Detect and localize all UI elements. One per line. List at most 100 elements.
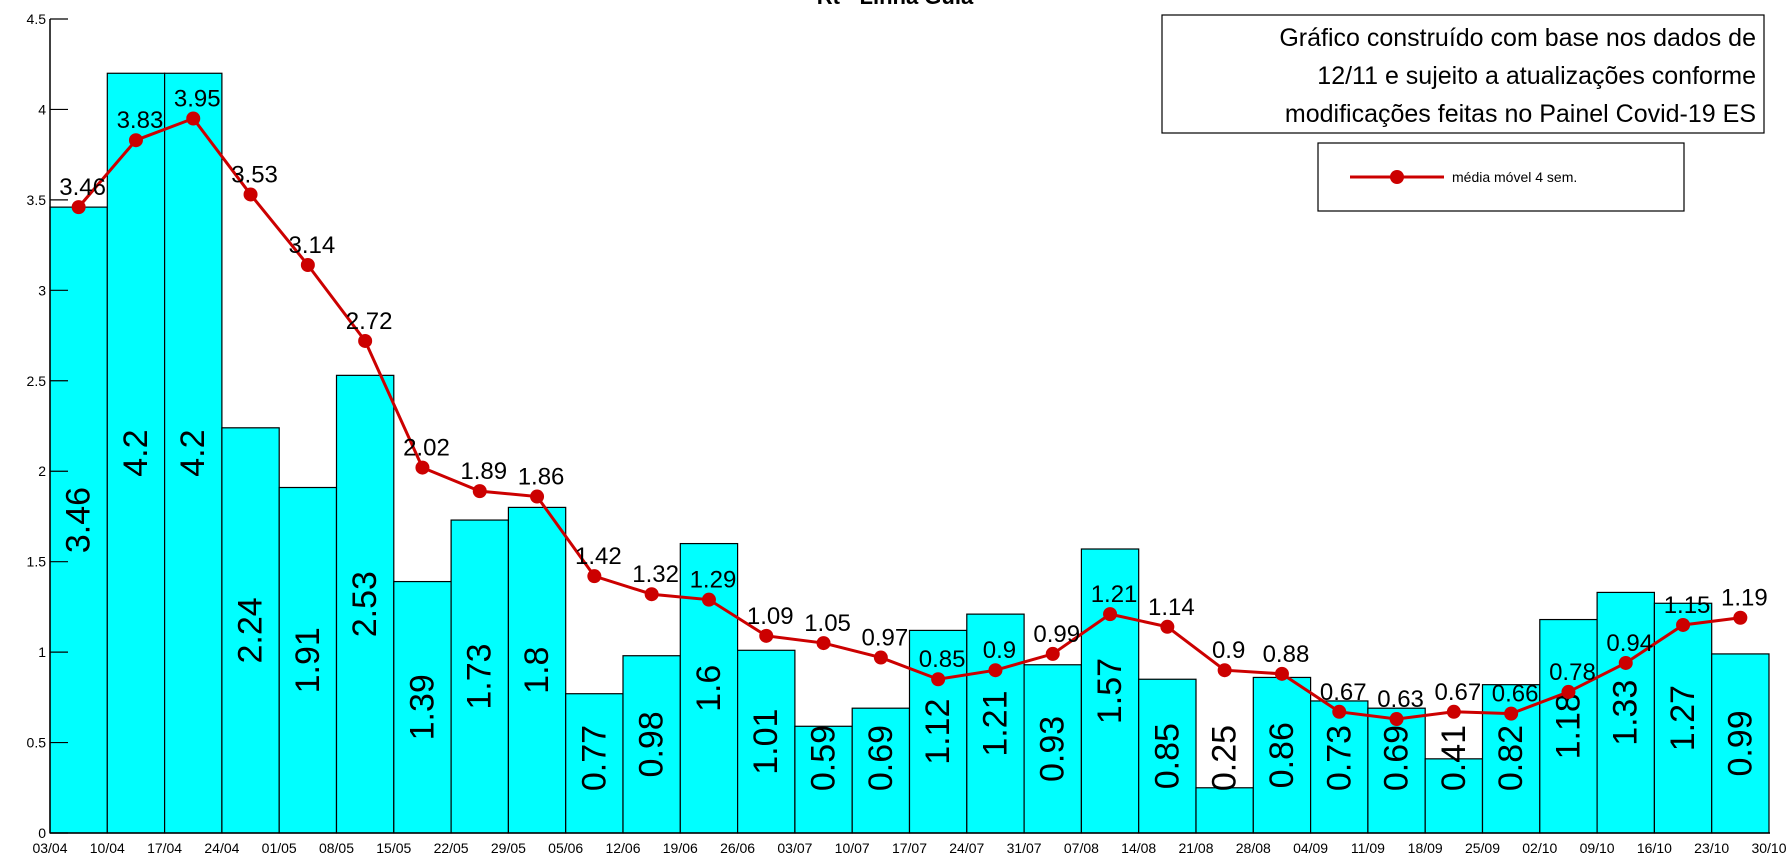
line-label-21: 0.88 bbox=[1263, 641, 1310, 668]
bar-label-14: 0.69 bbox=[862, 725, 900, 791]
x-tick-label-28: 16/10 bbox=[1637, 840, 1672, 856]
bar-label-7: 1.73 bbox=[461, 643, 499, 709]
bar-18 bbox=[1080, 548, 1140, 834]
bar-label-20: 0.25 bbox=[1206, 725, 1244, 791]
y-tick-label-7: 3.5 bbox=[27, 192, 47, 208]
bar-label-21: 0.86 bbox=[1263, 722, 1301, 788]
line-label-17: 0.99 bbox=[1033, 621, 1080, 648]
x-tick-label-15: 17/07 bbox=[892, 840, 927, 856]
x-tick-label-2: 17/04 bbox=[147, 840, 182, 856]
line-point-16 bbox=[988, 663, 1003, 678]
bar-5 bbox=[335, 374, 395, 834]
y-tick-label-8: 4 bbox=[38, 101, 46, 117]
line-label-6: 2.02 bbox=[403, 435, 450, 462]
line-label-10: 1.32 bbox=[632, 561, 679, 588]
bar-11 bbox=[679, 542, 739, 834]
line-label-12: 1.09 bbox=[747, 603, 794, 630]
x-tick-label-21: 28/08 bbox=[1236, 840, 1271, 856]
line-label-7: 1.89 bbox=[460, 458, 507, 485]
line-label-24: 0.67 bbox=[1434, 679, 1481, 706]
y-tick-label-1: 0.5 bbox=[27, 735, 47, 751]
bar-4 bbox=[278, 486, 338, 834]
bar-20 bbox=[1195, 787, 1254, 834]
bar-16 bbox=[966, 613, 1025, 834]
line-point-6 bbox=[415, 460, 430, 475]
bar-label-27: 1.33 bbox=[1607, 680, 1645, 746]
line-label-25: 0.66 bbox=[1492, 681, 1539, 708]
axes: 00.511.522.533.544.503/04 10/04 17/04 24/04… bbox=[27, 11, 1787, 856]
bar-label-15: 1.12 bbox=[919, 699, 957, 765]
line-label-2: 3.95 bbox=[174, 85, 221, 112]
bar-label-10: 0.98 bbox=[633, 711, 671, 777]
y-tick-label-6: 3 bbox=[38, 282, 46, 298]
bar-27 bbox=[1596, 591, 1655, 834]
line-point-22 bbox=[1332, 704, 1347, 719]
note-line-2: 12/11 e sujeito a atualizações conforme bbox=[1317, 62, 1756, 90]
x-tick-label-14: 10/07 bbox=[835, 840, 870, 856]
legend: média móvel 4 sem. bbox=[1317, 142, 1685, 212]
line-label-1: 3.83 bbox=[117, 107, 164, 134]
line-point-1 bbox=[128, 133, 143, 148]
bar-22 bbox=[1309, 700, 1369, 834]
bar-29 bbox=[1711, 653, 1770, 834]
line-label-18: 1.21 bbox=[1091, 581, 1138, 608]
bar-label-24: 0.41 bbox=[1435, 725, 1473, 791]
line-point-5 bbox=[358, 333, 373, 348]
x-tick-label-17: 31/07 bbox=[1007, 840, 1042, 856]
bar-0 bbox=[49, 206, 108, 834]
bar-3 bbox=[221, 427, 280, 834]
line-point-28 bbox=[1676, 617, 1691, 632]
bar-label-25: 0.82 bbox=[1492, 725, 1530, 791]
x-tick-label-10: 12/06 bbox=[605, 840, 640, 856]
line-label-16: 0.9 bbox=[983, 637, 1016, 664]
legend-marker bbox=[1390, 170, 1404, 184]
bar-labels: 3.46 4.2 4.2 2.24 1.91 2.53 1.39 1.73 1.8 0.77 0.9… bbox=[60, 430, 1760, 792]
line-label-19: 1.14 bbox=[1148, 594, 1195, 621]
x-tick-label-18: 07/08 bbox=[1064, 840, 1099, 856]
line-point-10 bbox=[644, 587, 659, 602]
bar-label-23: 0.69 bbox=[1378, 725, 1416, 791]
line-point-8 bbox=[530, 489, 545, 504]
line-point-20 bbox=[1217, 663, 1232, 678]
line-label-8: 1.86 bbox=[518, 464, 565, 491]
bar-label-17: 0.93 bbox=[1034, 716, 1072, 782]
bar-label-28: 1.27 bbox=[1664, 685, 1702, 751]
bar-label-6: 1.39 bbox=[403, 674, 441, 740]
x-tick-label-11: 19/06 bbox=[663, 840, 698, 856]
bar-label-18: 1.57 bbox=[1091, 658, 1129, 724]
x-tick-label-25: 25/09 bbox=[1465, 840, 1500, 856]
x-tick-label-27: 09/10 bbox=[1580, 840, 1615, 856]
bar-label-22: 0.73 bbox=[1320, 725, 1358, 791]
line-label-29: 1.19 bbox=[1721, 585, 1768, 612]
bar-2 bbox=[164, 72, 223, 834]
y-tick-label-3: 1.5 bbox=[27, 554, 47, 570]
bar-12 bbox=[736, 649, 796, 834]
line-point-14 bbox=[873, 650, 888, 665]
line-point-24 bbox=[1446, 704, 1461, 719]
bar-label-0: 3.46 bbox=[60, 487, 98, 553]
bar-label-29: 0.99 bbox=[1721, 710, 1759, 776]
y-tick-label-0: 0 bbox=[38, 825, 46, 841]
x-tick-label-13: 03/07 bbox=[777, 840, 812, 856]
line-point-17 bbox=[1045, 646, 1060, 661]
bar-label-1: 4.2 bbox=[117, 430, 155, 477]
line-label-27: 0.94 bbox=[1606, 630, 1653, 657]
x-tick-label-0: 03/04 bbox=[32, 840, 67, 856]
line-point-11 bbox=[701, 592, 716, 607]
x-tick-label-6: 15/05 bbox=[376, 840, 411, 856]
y-tick-label-9: 4.5 bbox=[27, 11, 47, 27]
line-point-26 bbox=[1561, 684, 1576, 699]
x-tick-label-8: 29/05 bbox=[491, 840, 526, 856]
bar-label-12: 1.01 bbox=[747, 709, 785, 775]
x-tick-label-1: 10/04 bbox=[90, 840, 125, 856]
line-point-15 bbox=[931, 672, 946, 687]
line-label-20: 0.9 bbox=[1212, 637, 1245, 664]
bar-15 bbox=[908, 629, 968, 834]
bar-label-16: 1.21 bbox=[976, 690, 1014, 756]
line-point-21 bbox=[1274, 666, 1289, 681]
x-tick-label-23: 11/09 bbox=[1351, 840, 1385, 856]
line-label-4: 3.14 bbox=[288, 232, 335, 259]
x-tick-label-19: 14/08 bbox=[1121, 840, 1156, 856]
line-point-13 bbox=[816, 636, 831, 651]
